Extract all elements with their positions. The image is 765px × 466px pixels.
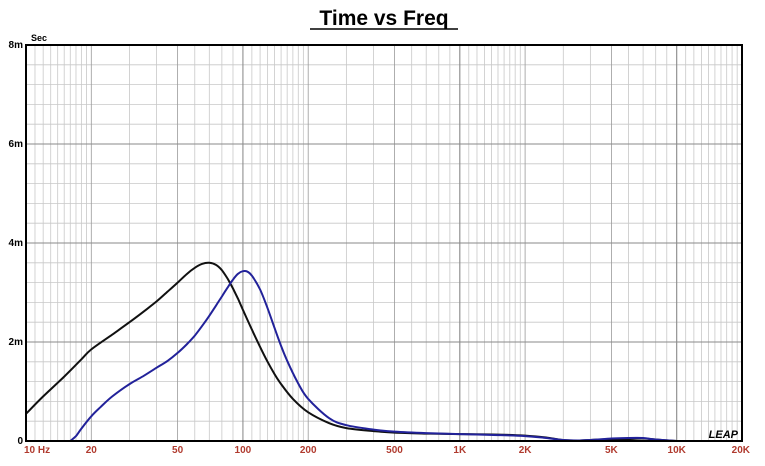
x-tick-label: 20K <box>732 445 751 456</box>
x-tick-label: 2K <box>519 445 533 456</box>
series-line-2 <box>69 270 677 442</box>
x-tick-label: 500 <box>386 445 403 456</box>
series-line-1 <box>25 261 677 442</box>
x-tick-label: 20 <box>86 445 98 456</box>
x-tick-label: 10 Hz <box>24 445 50 456</box>
y-tick-label: 4m <box>9 238 24 249</box>
leap-logo: LEAP <box>709 429 739 441</box>
x-tick-label: 10K <box>668 445 687 456</box>
x-tick-label: 100 <box>235 445 252 456</box>
y-tick-label: 0 <box>17 436 23 447</box>
y-tick-label: 2m <box>9 337 24 348</box>
x-tick-labels: 10 Hz 20 50 100 200 500 1K 2K 5K 10K 20K <box>24 445 751 456</box>
plot-frame <box>25 44 743 442</box>
x-tick-label: 5K <box>605 445 619 456</box>
x-tick-label: 1K <box>453 445 467 456</box>
x-tick-label: 200 <box>300 445 317 456</box>
curves <box>25 261 677 442</box>
chart-title: Time vs Freq <box>319 7 448 30</box>
y-tick-label: 6m <box>9 139 24 150</box>
y-axis-unit-label: Sec <box>31 33 47 43</box>
y-tick-labels: 0 2m 4m 6m 8m <box>9 40 24 447</box>
y-tick-label: 8m <box>9 40 24 51</box>
x-tick-label: 50 <box>172 445 184 456</box>
